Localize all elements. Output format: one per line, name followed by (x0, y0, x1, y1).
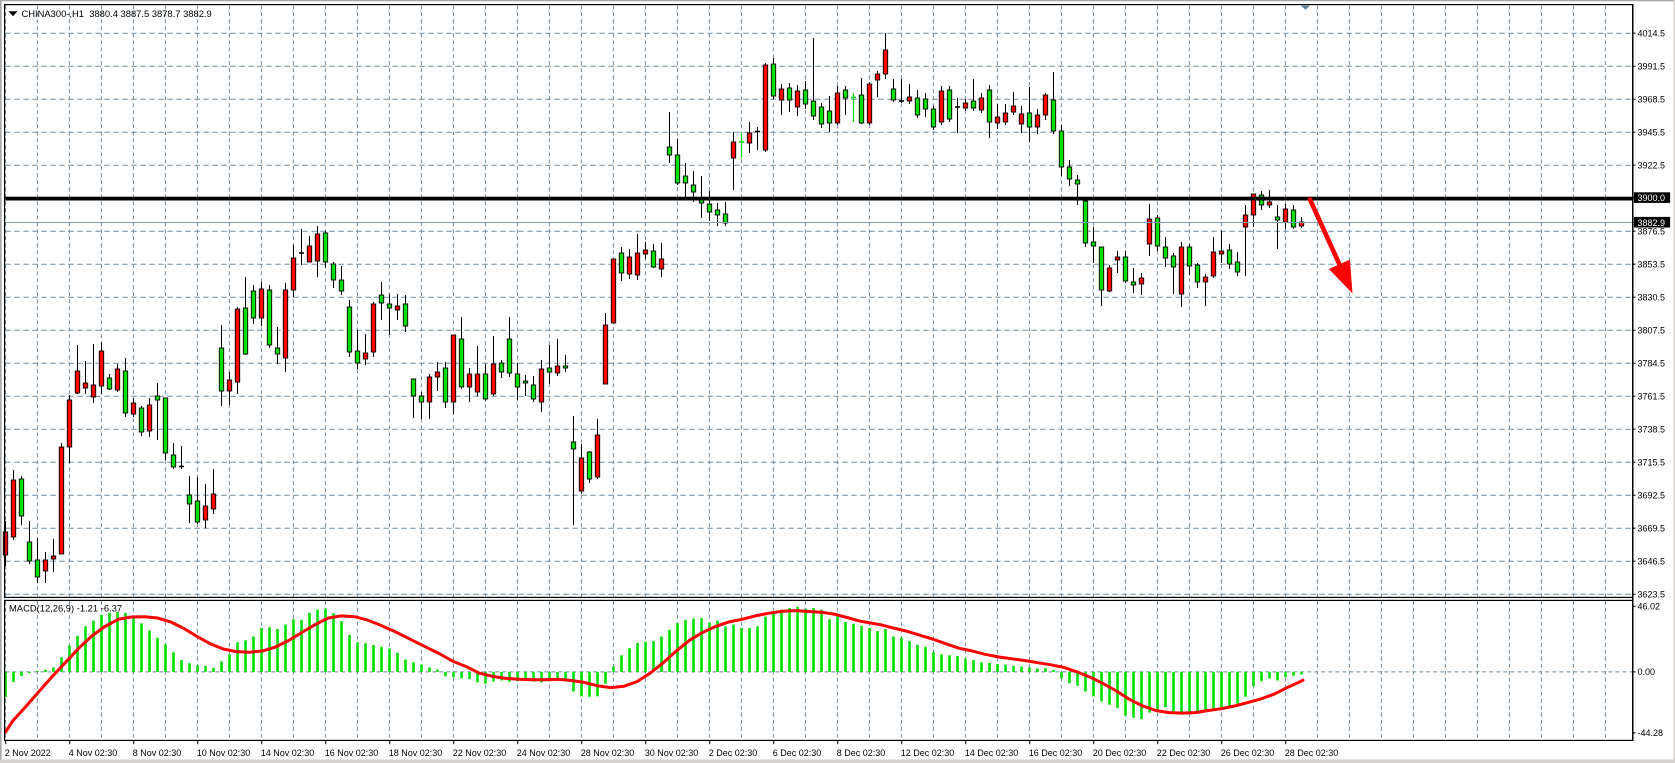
svg-text:22 Dec 02:30: 22 Dec 02:30 (1157, 748, 1211, 758)
svg-text:3991.5: 3991.5 (1638, 61, 1666, 71)
svg-text:2 Nov 2022: 2 Nov 2022 (5, 748, 51, 758)
svg-text:28 Nov 02:30: 28 Nov 02:30 (581, 748, 635, 758)
svg-text:3830.5: 3830.5 (1638, 292, 1666, 302)
svg-text:3761.5: 3761.5 (1638, 391, 1666, 401)
svg-text:3623.5: 3623.5 (1638, 589, 1666, 599)
svg-text:6 Dec 02:30: 6 Dec 02:30 (773, 748, 822, 758)
svg-text:3715.5: 3715.5 (1638, 457, 1666, 467)
svg-text:22 Nov 02:30: 22 Nov 02:30 (453, 748, 507, 758)
svg-text:3922.5: 3922.5 (1638, 160, 1666, 170)
svg-text:3646.5: 3646.5 (1638, 556, 1666, 566)
svg-text:8 Nov 02:30: 8 Nov 02:30 (133, 748, 182, 758)
svg-text:12 Dec 02:30: 12 Dec 02:30 (901, 748, 955, 758)
svg-text:4 Nov 02:30: 4 Nov 02:30 (69, 748, 118, 758)
svg-text:3807.5: 3807.5 (1638, 325, 1666, 335)
svg-text:2 Dec 02:30: 2 Dec 02:30 (709, 748, 758, 758)
svg-text:8 Dec 02:30: 8 Dec 02:30 (837, 748, 886, 758)
svg-text:MACD(12,26,9) -1.21 -6.37: MACD(12,26,9) -1.21 -6.37 (9, 603, 122, 614)
svg-text:3876.5: 3876.5 (1638, 226, 1666, 236)
svg-text:20 Dec 02:30: 20 Dec 02:30 (1093, 748, 1147, 758)
svg-text:18 Nov 02:30: 18 Nov 02:30 (389, 748, 443, 758)
svg-text:3738.5: 3738.5 (1638, 424, 1666, 434)
svg-text:-44.28: -44.28 (1638, 728, 1664, 738)
svg-text:46.02: 46.02 (1638, 602, 1661, 612)
svg-text:CHINA300-,H1 3880.4 3887.5 38: CHINA300-,H1 3880.4 3887.5 3878.7 3882.9 (22, 8, 212, 19)
svg-text:10 Nov 02:30: 10 Nov 02:30 (197, 748, 251, 758)
svg-text:26 Dec 02:30: 26 Dec 02:30 (1221, 748, 1275, 758)
svg-text:3853.5: 3853.5 (1638, 259, 1666, 269)
svg-text:3968.5: 3968.5 (1638, 94, 1666, 104)
svg-text:3784.5: 3784.5 (1638, 358, 1666, 368)
svg-text:0.00: 0.00 (1638, 667, 1656, 677)
svg-text:3882.9: 3882.9 (1638, 218, 1666, 228)
svg-text:16 Nov 02:30: 16 Nov 02:30 (325, 748, 379, 758)
svg-text:24 Nov 02:30: 24 Nov 02:30 (517, 748, 571, 758)
svg-text:3900.0: 3900.0 (1638, 193, 1666, 203)
svg-text:3692.5: 3692.5 (1638, 490, 1666, 500)
svg-text:16 Dec 02:30: 16 Dec 02:30 (1029, 748, 1083, 758)
svg-text:14 Dec 02:30: 14 Dec 02:30 (965, 748, 1019, 758)
svg-text:3669.5: 3669.5 (1638, 523, 1666, 533)
svg-text:3945.5: 3945.5 (1638, 127, 1666, 137)
svg-text:14 Nov 02:30: 14 Nov 02:30 (261, 748, 315, 758)
svg-text:30 Nov 02:30: 30 Nov 02:30 (645, 748, 699, 758)
svg-text:28 Dec 02:30: 28 Dec 02:30 (1285, 748, 1339, 758)
svg-text:4014.5: 4014.5 (1638, 28, 1666, 38)
